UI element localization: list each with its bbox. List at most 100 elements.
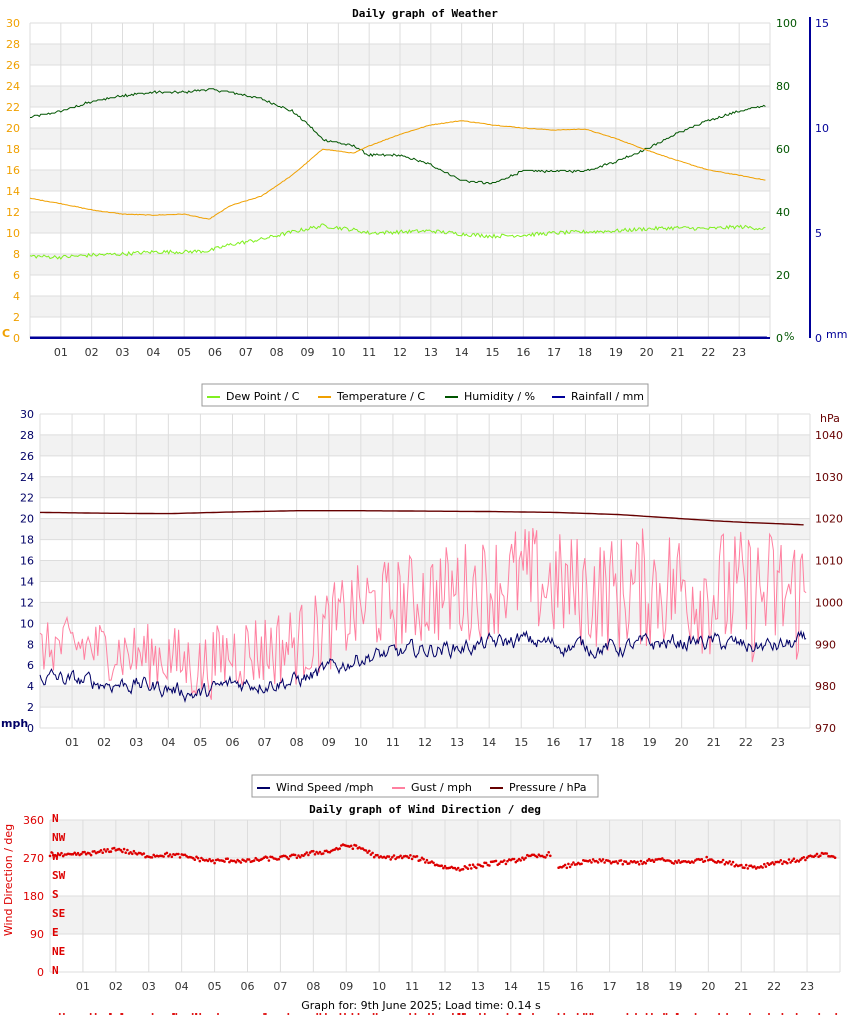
direction-point bbox=[372, 855, 376, 859]
direction-point bbox=[400, 856, 404, 860]
y-tick-label: 90 bbox=[30, 928, 44, 941]
direction-point bbox=[814, 854, 817, 857]
bottom-marker bbox=[175, 1013, 178, 1015]
direction-point bbox=[544, 856, 547, 859]
direction-point bbox=[608, 860, 611, 863]
gust-line bbox=[39, 528, 807, 700]
direction-point bbox=[167, 854, 170, 858]
humidity-tick-label: 0 bbox=[776, 332, 783, 345]
y-tick-label: 8 bbox=[27, 638, 34, 651]
bottom-marker bbox=[199, 1013, 202, 1015]
direction-point bbox=[567, 862, 570, 866]
direction-point bbox=[318, 850, 322, 854]
direction-point bbox=[234, 860, 238, 864]
direction-point bbox=[162, 855, 165, 858]
bottom-marker bbox=[650, 1013, 653, 1015]
x-tick-label: 10 bbox=[372, 980, 386, 993]
bottom-marker bbox=[694, 1013, 697, 1015]
x-tick-label: 06 bbox=[208, 346, 222, 359]
humidity-line bbox=[30, 88, 766, 185]
direction-point bbox=[466, 867, 470, 870]
x-tick-label: 16 bbox=[516, 346, 530, 359]
bottom-marker bbox=[589, 1013, 592, 1015]
direction-point bbox=[252, 859, 256, 862]
x-tick-label: 22 bbox=[739, 736, 753, 749]
direction-point bbox=[772, 863, 776, 866]
direction-point bbox=[303, 852, 307, 856]
x-tick-label: 03 bbox=[142, 980, 156, 993]
y-tick-label: 10 bbox=[20, 617, 34, 630]
direction-point bbox=[422, 857, 425, 861]
bottom-marker bbox=[506, 1013, 509, 1015]
direction-point bbox=[598, 858, 601, 861]
humidity-tick-label: 40 bbox=[776, 206, 790, 219]
direction-point bbox=[723, 863, 727, 866]
direction-point bbox=[409, 854, 412, 857]
x-tick-label: 13 bbox=[450, 736, 464, 749]
direction-point bbox=[580, 862, 583, 866]
x-tick-label: 05 bbox=[177, 346, 191, 359]
y-tick-label: 16 bbox=[6, 164, 20, 177]
direction-point bbox=[646, 859, 649, 862]
bottom-marker bbox=[264, 1013, 267, 1015]
bottom-marker bbox=[665, 1013, 668, 1015]
direction-point bbox=[126, 848, 129, 852]
direction-point bbox=[211, 859, 215, 862]
compass-label: SE bbox=[52, 907, 65, 920]
direction-point bbox=[391, 856, 394, 859]
y-tick-label: 0 bbox=[27, 722, 34, 735]
wind-line bbox=[39, 629, 807, 704]
direction-point bbox=[619, 859, 623, 862]
direction-point bbox=[471, 863, 475, 866]
x-tick-label: 14 bbox=[504, 980, 518, 993]
weather-chart-title: Daily graph of Weather bbox=[352, 7, 498, 20]
direction-point bbox=[338, 847, 342, 850]
bottom-marker bbox=[718, 1013, 721, 1015]
y-tick-label: 2 bbox=[13, 311, 20, 324]
direction-point bbox=[101, 851, 104, 854]
direction-point bbox=[789, 861, 792, 864]
direction-point bbox=[93, 850, 96, 853]
direction-point bbox=[547, 851, 550, 854]
bottom-marker bbox=[635, 1013, 637, 1015]
direction-point bbox=[61, 854, 65, 858]
temperature-line bbox=[29, 120, 766, 220]
wind-series bbox=[39, 510, 807, 704]
direction-point bbox=[761, 866, 764, 869]
direction-point bbox=[504, 862, 508, 866]
pressure-tick-label: 1020 bbox=[815, 513, 843, 526]
direction-point bbox=[596, 861, 600, 864]
direction-point bbox=[369, 853, 373, 856]
direction-point bbox=[651, 858, 654, 862]
x-tick-label: 22 bbox=[767, 980, 781, 993]
x-tick-label: 03 bbox=[116, 346, 130, 359]
bottom-marker bbox=[263, 1013, 266, 1015]
direction-point bbox=[792, 857, 796, 860]
x-tick-label: 10 bbox=[354, 736, 368, 749]
direction-point bbox=[119, 848, 123, 852]
direction-point bbox=[791, 859, 794, 862]
direction-point bbox=[731, 860, 735, 864]
direction-point bbox=[313, 853, 317, 856]
x-tick-label: 06 bbox=[241, 980, 255, 993]
direction-point bbox=[415, 855, 419, 858]
y-tick-label: 26 bbox=[20, 450, 34, 463]
y-tick-label: 30 bbox=[6, 17, 20, 30]
direction-compass-labels: NNWWSWSSEENEN bbox=[52, 812, 66, 977]
direction-point bbox=[721, 858, 725, 862]
x-tick-label: 15 bbox=[537, 980, 551, 993]
y-tick-label: 28 bbox=[6, 38, 20, 51]
bottom-marker bbox=[344, 1013, 346, 1015]
y-tick-label: 14 bbox=[6, 185, 20, 198]
direction-point bbox=[150, 856, 154, 859]
dewpoint-line bbox=[29, 223, 766, 260]
direction-point bbox=[692, 861, 695, 864]
x-tick-label: 20 bbox=[640, 346, 654, 359]
direction-point bbox=[700, 858, 704, 861]
rain-tick-label: 5 bbox=[815, 227, 822, 240]
x-tick-label: 11 bbox=[405, 980, 419, 993]
direction-point bbox=[419, 858, 422, 862]
direction-point bbox=[644, 862, 648, 865]
direction-point bbox=[588, 859, 592, 862]
direction-point bbox=[387, 855, 391, 858]
